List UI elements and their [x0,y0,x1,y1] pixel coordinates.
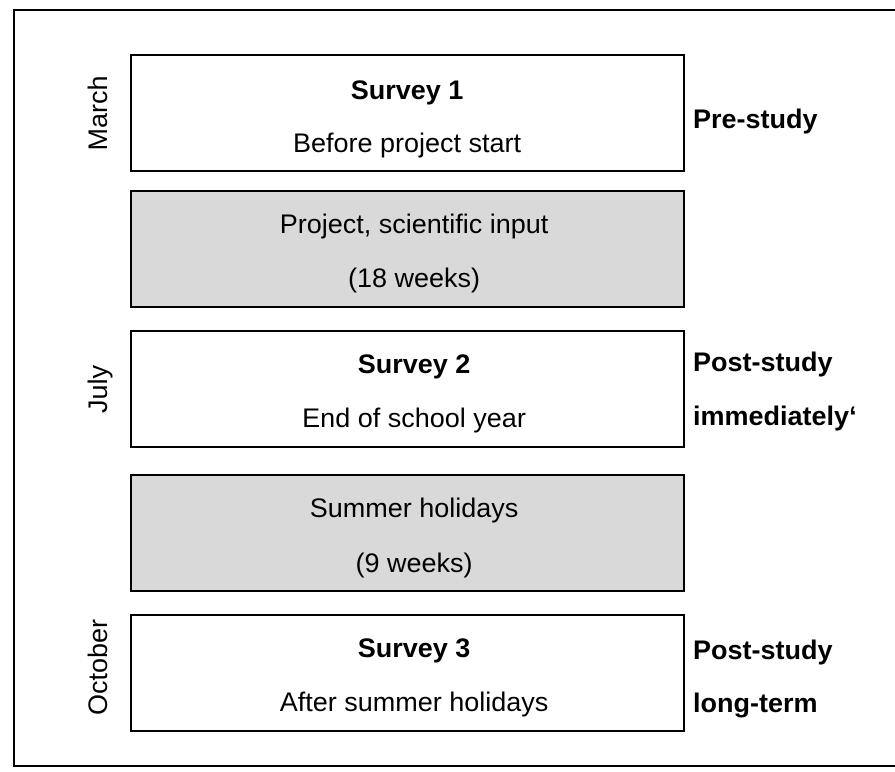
period-box [130,190,685,308]
month-label: March [83,75,113,150]
month-label: October [83,619,113,715]
period-text: (18 weeks) [348,263,480,293]
period-text: Project, scientific input [280,209,549,239]
survey-subtitle: Before project start [293,128,522,158]
period-text: (9 weeks) [355,548,472,578]
survey-title: Survey 2 [358,349,471,379]
survey-box [130,614,685,732]
period-box [130,474,685,592]
survey-box [130,54,685,172]
phase-label: long-term [693,688,818,718]
survey-subtitle: End of school year [302,403,526,433]
survey-title: Survey 1 [351,75,464,105]
period-text: Summer holidays [310,493,519,523]
survey-box [130,330,685,448]
survey-title: Survey 3 [358,633,471,663]
phase-label: immediately‘ [693,401,857,431]
phase-label: Pre-study [693,104,818,134]
frame [13,9,895,767]
month-label: July [83,364,113,413]
phase-label: Post-study [693,347,833,377]
survey-subtitle: After summer holidays [280,687,549,717]
phase-label: Post-study [693,635,833,665]
